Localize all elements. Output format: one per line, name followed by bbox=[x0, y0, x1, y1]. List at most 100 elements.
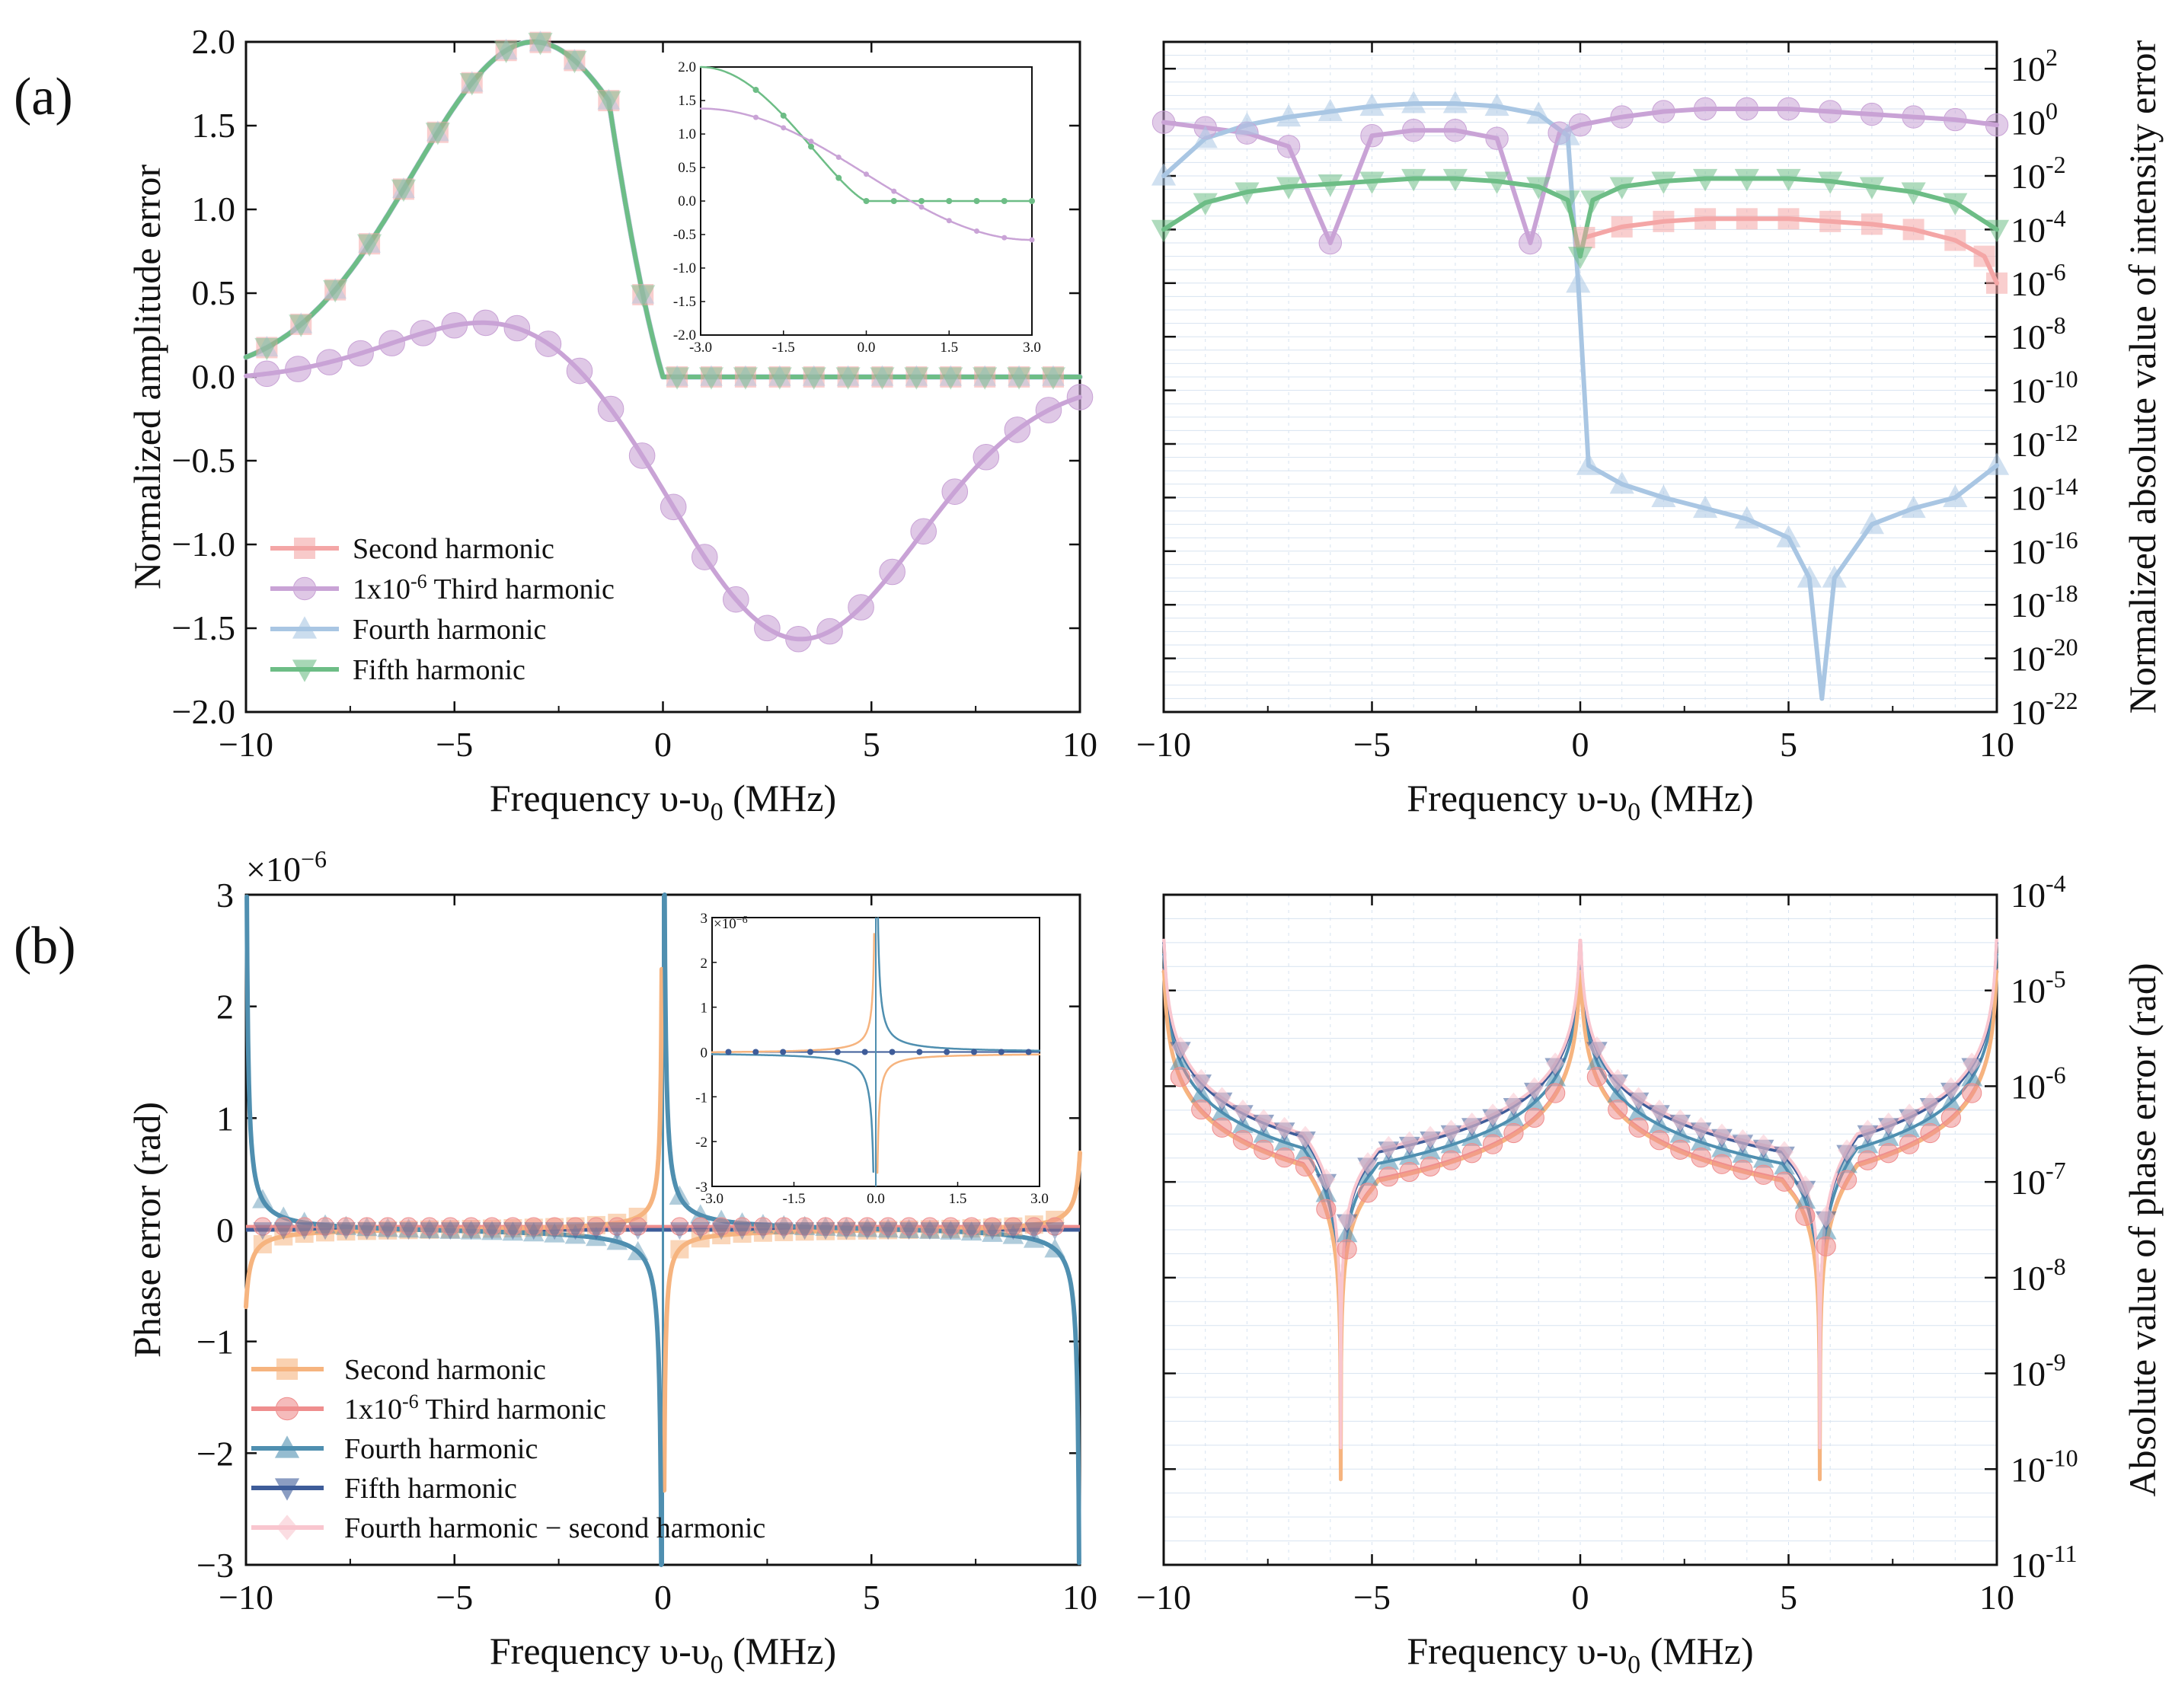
data-point-0 bbox=[1973, 245, 1995, 267]
data-point-4 bbox=[1796, 1175, 1815, 1198]
data-point-4 bbox=[1691, 1116, 1710, 1139]
data-point-fifth bbox=[767, 367, 792, 390]
data-point-4 bbox=[1754, 1134, 1773, 1157]
data-point-fifth bbox=[462, 1222, 481, 1240]
panel-label-b: (b) bbox=[14, 917, 76, 975]
data-point-1 bbox=[1693, 97, 1717, 121]
data-point-third bbox=[795, 1217, 814, 1236]
data-point-0 bbox=[1653, 210, 1675, 232]
legend-label-text: Second harmonic bbox=[344, 1354, 546, 1386]
data-point-fifth bbox=[528, 33, 553, 56]
inset-y-tick-label: -0.5 bbox=[673, 227, 696, 243]
y-tick-exp: -2 bbox=[2046, 151, 2066, 178]
legend-label: Second harmonic bbox=[344, 1354, 546, 1386]
data-point-4 bbox=[1921, 1092, 1940, 1115]
data-point-second bbox=[906, 366, 928, 388]
data-point-0 bbox=[1573, 226, 1595, 248]
inset-y-tick-label: -3 bbox=[695, 1180, 707, 1196]
inset-point-fifth bbox=[1025, 1049, 1032, 1055]
data-point-3 bbox=[1776, 168, 1801, 192]
y-tick-exp: -10 bbox=[2046, 1444, 2078, 1471]
x-tick-label: 0 bbox=[654, 725, 672, 764]
data-point-0 bbox=[1986, 272, 2008, 294]
data-point-4 bbox=[1816, 1205, 1835, 1228]
data-point-second bbox=[837, 366, 859, 388]
inset-x-tick-label: -1.5 bbox=[772, 340, 795, 356]
y-tick-label: −3 bbox=[196, 1546, 234, 1585]
data-point-fifth bbox=[801, 367, 826, 390]
inset-point-third bbox=[864, 171, 869, 177]
data-point-1 bbox=[1274, 1148, 1295, 1168]
y-tick-label: 2 bbox=[216, 988, 234, 1026]
data-point-4 bbox=[1359, 1152, 1378, 1174]
data-point-fourth bbox=[586, 1227, 607, 1247]
data-point-second bbox=[359, 233, 381, 255]
y-tick-exp: -14 bbox=[2046, 472, 2078, 500]
data-point-2 bbox=[1776, 525, 1801, 548]
data-point-1 bbox=[1276, 135, 1301, 158]
data-point-third bbox=[274, 1217, 293, 1236]
y-tick-label: −1 bbox=[196, 1323, 234, 1362]
data-point-4 bbox=[1900, 1103, 1919, 1126]
data-point-1 bbox=[1378, 1167, 1399, 1187]
inset-line-fourth bbox=[877, 917, 1041, 1052]
inset-y-tick-label: -1.5 bbox=[673, 294, 696, 310]
data-point-second bbox=[940, 366, 962, 388]
data-point-fifth bbox=[493, 40, 519, 64]
data-point-fifth bbox=[774, 1222, 794, 1240]
y-tick-label: −2 bbox=[196, 1434, 234, 1473]
y-tick-label: 10-4 bbox=[2011, 870, 2066, 915]
data-point-fifth bbox=[425, 123, 450, 145]
data-point-1 bbox=[1857, 1150, 1878, 1170]
data-point-1 bbox=[1318, 231, 1343, 255]
data-point-fifth bbox=[941, 1222, 960, 1240]
y-tick-base: 10 bbox=[2011, 1067, 2046, 1106]
data-point-4 bbox=[1233, 1099, 1252, 1122]
data-point-fourth bbox=[529, 30, 552, 52]
data-point-4 bbox=[1400, 1131, 1419, 1154]
data-point-third bbox=[660, 493, 687, 521]
inset-point-fifth bbox=[861, 1049, 868, 1055]
data-point-third bbox=[253, 1217, 272, 1236]
y-tick-exp: -11 bbox=[2046, 1540, 2077, 1567]
data-point-fifth bbox=[273, 1222, 293, 1240]
inset-point-fifth bbox=[863, 198, 870, 204]
data-point-fifth bbox=[503, 1222, 523, 1240]
data-point-1 bbox=[1191, 1099, 1212, 1120]
inset-point-fifth bbox=[725, 1049, 732, 1055]
y-axis-label: Normalized absolute value of intensity e… bbox=[2121, 40, 2164, 714]
data-point-third bbox=[545, 1217, 564, 1236]
data-point-1 bbox=[1985, 113, 2009, 137]
data-point-2 bbox=[1484, 93, 1509, 117]
data-point-second bbox=[768, 366, 791, 388]
legend-label-sup: -6 bbox=[410, 570, 427, 592]
inset-point-fifth bbox=[889, 1049, 896, 1055]
x-tick-label: 10 bbox=[1979, 1578, 2014, 1617]
data-point-1 bbox=[1483, 1134, 1503, 1154]
legend-label: Fifth harmonic bbox=[353, 654, 525, 686]
x-axis-label-text: Frequency υ-υ bbox=[490, 777, 711, 819]
data-point-2 bbox=[1609, 471, 1634, 494]
y-multiplier: ×10−6 bbox=[246, 845, 327, 889]
inset-y-tick-label: 1.5 bbox=[678, 93, 696, 109]
y-tick-label: 1.5 bbox=[192, 106, 236, 145]
data-point-1 bbox=[1232, 1130, 1254, 1151]
data-point-3 bbox=[1193, 193, 1218, 215]
data-point-fifth bbox=[920, 1222, 940, 1240]
y-multiplier-base: ×10 bbox=[246, 850, 301, 889]
data-point-fifth bbox=[665, 367, 690, 390]
data-point-third bbox=[347, 340, 374, 367]
inset-point-fifth bbox=[971, 1049, 977, 1055]
x-tick-label: −5 bbox=[436, 725, 473, 764]
data-point-1 bbox=[1795, 1205, 1816, 1226]
y-tick-exp: -16 bbox=[2046, 526, 2078, 554]
data-point-second bbox=[670, 1240, 689, 1259]
x-tick-label: 0 bbox=[654, 1578, 672, 1617]
data-point-fourth bbox=[870, 365, 894, 386]
data-point-1 bbox=[1586, 1067, 1607, 1087]
data-point-fifth bbox=[336, 1222, 356, 1240]
data-point-fifth bbox=[1040, 367, 1066, 390]
inset-multiplier-base: ×10 bbox=[714, 916, 736, 932]
data-point-fifth bbox=[596, 91, 621, 113]
